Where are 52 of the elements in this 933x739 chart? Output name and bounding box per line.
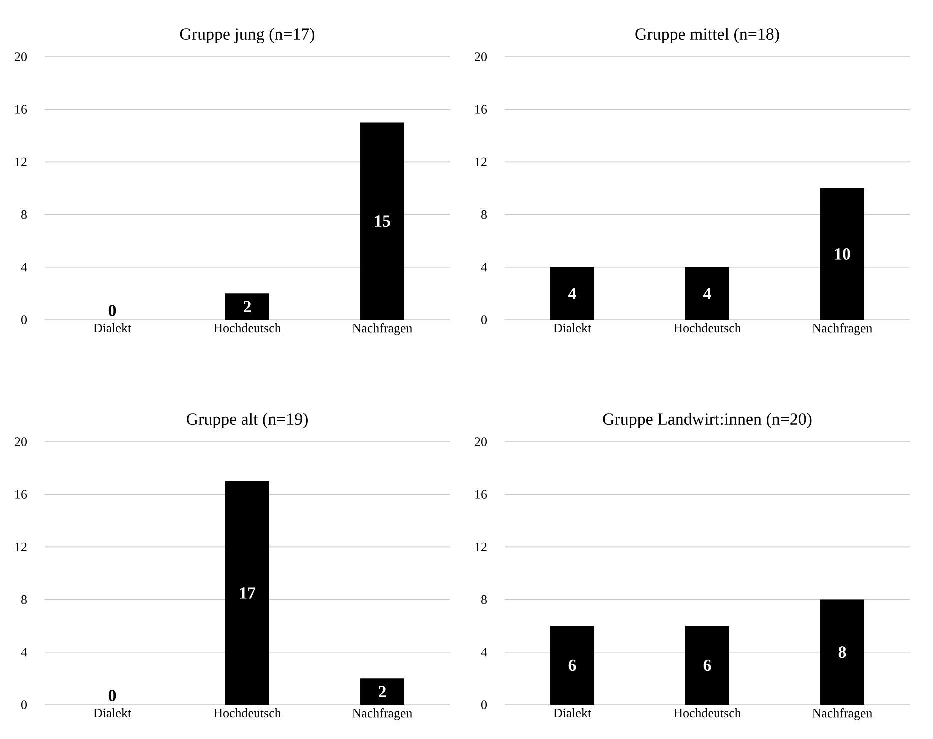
x-tick-label: Nachfragen xyxy=(352,708,413,720)
y-tick-label: 8 xyxy=(482,210,487,220)
x-tick-label: Nachfragen xyxy=(812,323,873,336)
y-tick-label: 0 xyxy=(22,316,27,324)
data-label: 8 xyxy=(838,646,846,658)
data-label: 6 xyxy=(704,660,712,672)
y-tick-label: 12 xyxy=(16,158,27,166)
x-tick-label: Hochdeutsch xyxy=(214,708,282,718)
chart-title: Gruppe Landwirt:innen (n=20) xyxy=(603,413,812,428)
x-tick-label: Hochdeutsch xyxy=(674,324,742,333)
y-tick-label: 16 xyxy=(476,490,488,499)
y-tick-label: 0 xyxy=(22,700,27,710)
data-label: 4 xyxy=(704,288,712,300)
y-tick-label: 4 xyxy=(481,263,488,272)
y-tick-label: 20 xyxy=(15,52,27,62)
x-tick-label: Dialekt xyxy=(554,324,592,333)
y-tick-label: 8 xyxy=(22,210,27,220)
x-tick-label: Nachfragen xyxy=(352,323,413,336)
data-label: 0 xyxy=(108,305,116,316)
y-tick-label: 0 xyxy=(482,700,487,710)
y-tick-label: 12 xyxy=(476,542,487,552)
y-tick-label: 0 xyxy=(482,316,487,324)
y-tick-label: 4 xyxy=(481,648,488,657)
data-label: 2 xyxy=(378,686,386,698)
y-tick-label: 20 xyxy=(15,438,27,446)
data-label: 2 xyxy=(244,301,252,312)
y-tick-label: 4 xyxy=(21,648,28,657)
x-tick-label: Nachfragen xyxy=(812,708,873,720)
x-tick-label: Dialekt xyxy=(554,708,592,718)
y-tick-label: 8 xyxy=(482,595,487,604)
data-label: 4 xyxy=(568,288,576,300)
y-tick-label: 8 xyxy=(22,595,27,604)
y-tick-label: 12 xyxy=(16,542,27,552)
x-tick-label: Hochdeutsch xyxy=(214,324,282,333)
chart-title: Gruppe jung (n=17) xyxy=(180,28,315,44)
y-tick-label: 16 xyxy=(16,105,28,114)
chart-title: Gruppe mittel (n=18) xyxy=(636,28,780,44)
data-label: 15 xyxy=(375,216,390,228)
x-tick-label: Dialekt xyxy=(94,324,132,333)
chart-title: Gruppe alt (n=19) xyxy=(186,413,308,428)
data-label: 6 xyxy=(568,660,576,672)
data-label: 0 xyxy=(108,690,116,702)
data-label: 17 xyxy=(240,588,256,599)
x-tick-label: Hochdeutsch xyxy=(674,708,742,718)
y-tick-label: 20 xyxy=(475,52,487,62)
y-tick-label: 20 xyxy=(475,438,487,446)
y-tick-label: 16 xyxy=(476,105,488,114)
y-tick-label: 12 xyxy=(476,158,487,166)
y-tick-label: 4 xyxy=(21,263,28,272)
y-tick-label: 16 xyxy=(16,490,28,499)
x-tick-label: Dialekt xyxy=(94,708,132,718)
data-label: 10 xyxy=(835,248,850,260)
